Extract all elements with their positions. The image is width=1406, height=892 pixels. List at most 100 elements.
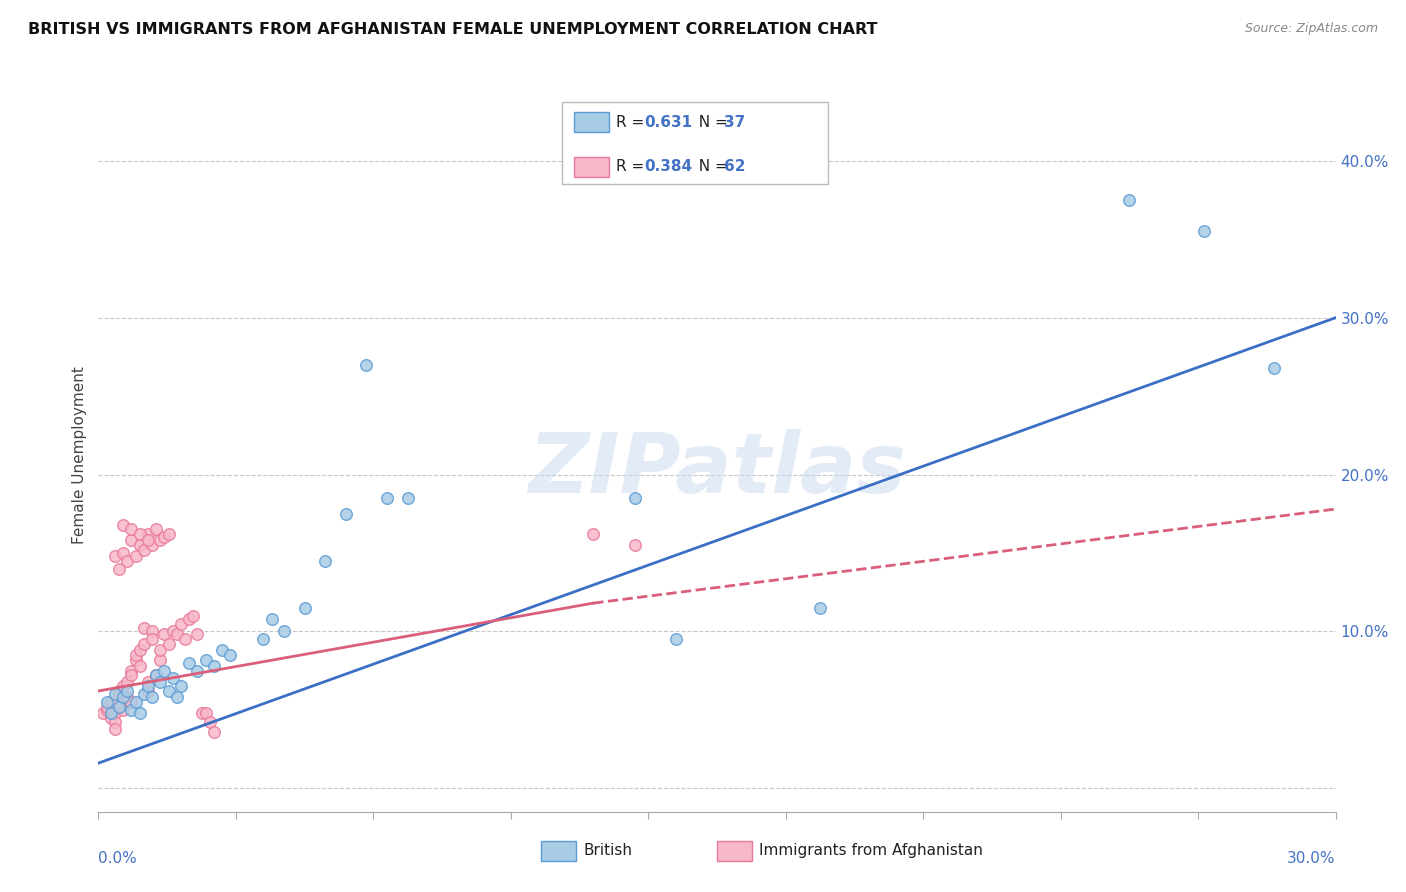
Point: [157, 637, 180, 651]
Point: [314, 554, 336, 568]
Point: [96, 699, 118, 714]
Text: 37: 37: [724, 115, 745, 129]
Point: [157, 684, 180, 698]
Point: [1192, 224, 1215, 238]
Point: [141, 624, 163, 639]
Point: [128, 658, 150, 673]
Point: [104, 722, 127, 736]
Point: [174, 632, 197, 647]
Point: [166, 690, 188, 705]
Point: [260, 612, 283, 626]
Point: [141, 690, 163, 705]
Point: [623, 538, 645, 552]
Point: [108, 684, 131, 698]
Point: [1263, 360, 1285, 375]
Text: N =: N =: [689, 160, 733, 174]
Point: [665, 632, 688, 647]
Point: [1118, 193, 1140, 207]
Text: R =: R =: [616, 160, 650, 174]
Point: [120, 533, 142, 548]
Point: [273, 624, 295, 639]
Point: [170, 679, 193, 693]
Point: [108, 687, 131, 701]
Point: [100, 706, 122, 720]
Point: [100, 711, 122, 725]
Point: [181, 608, 204, 623]
Text: 0.384: 0.384: [644, 160, 692, 174]
Point: [117, 674, 139, 689]
Point: [112, 546, 135, 560]
Point: [120, 664, 142, 678]
Point: [136, 533, 159, 548]
Point: [136, 679, 159, 693]
Point: [198, 715, 221, 730]
Text: 62: 62: [724, 160, 745, 174]
Text: BRITISH VS IMMIGRANTS FROM AFGHANISTAN FEMALE UNEMPLOYMENT CORRELATION CHART: BRITISH VS IMMIGRANTS FROM AFGHANISTAN F…: [28, 22, 877, 37]
Point: [132, 687, 155, 701]
Point: [128, 527, 150, 541]
Point: [132, 621, 155, 635]
Point: [149, 533, 172, 548]
Point: [145, 523, 167, 537]
Point: [120, 695, 142, 709]
Point: [120, 703, 142, 717]
Point: [186, 627, 208, 641]
Point: [194, 652, 217, 666]
Point: [128, 643, 150, 657]
Point: [124, 652, 146, 666]
Text: R =: R =: [616, 115, 650, 129]
Point: [219, 648, 242, 662]
Point: [157, 527, 180, 541]
Point: [335, 507, 357, 521]
Point: [136, 684, 159, 698]
Point: [252, 632, 274, 647]
Point: [112, 703, 135, 717]
Point: [149, 674, 172, 689]
Point: [145, 668, 167, 682]
Point: [149, 643, 172, 657]
Point: [132, 542, 155, 557]
Point: [153, 530, 176, 544]
Point: [190, 706, 212, 720]
Point: [162, 672, 184, 686]
Point: [808, 600, 831, 615]
Text: British: British: [583, 844, 633, 858]
Point: [128, 538, 150, 552]
Point: [100, 695, 122, 709]
Text: Immigrants from Afghanistan: Immigrants from Afghanistan: [759, 844, 983, 858]
Point: [104, 687, 127, 701]
Point: [91, 706, 114, 720]
Point: [186, 664, 208, 678]
Point: [145, 668, 167, 682]
Point: [108, 699, 131, 714]
Point: [153, 627, 176, 641]
Point: [170, 616, 193, 631]
Text: 30.0%: 30.0%: [1288, 851, 1336, 866]
Point: [356, 358, 378, 372]
Point: [136, 674, 159, 689]
Point: [132, 637, 155, 651]
Point: [153, 664, 176, 678]
Point: [104, 715, 127, 730]
Point: [202, 658, 225, 673]
Point: [141, 538, 163, 552]
Point: [120, 523, 142, 537]
Y-axis label: Female Unemployment: Female Unemployment: [72, 366, 87, 544]
Point: [211, 643, 233, 657]
Point: [112, 679, 135, 693]
Point: [202, 724, 225, 739]
Point: [194, 706, 217, 720]
Point: [128, 706, 150, 720]
Point: [108, 561, 131, 575]
Text: Source: ZipAtlas.com: Source: ZipAtlas.com: [1244, 22, 1378, 36]
Point: [112, 517, 135, 532]
Point: [104, 549, 127, 563]
Point: [149, 652, 172, 666]
Point: [124, 549, 146, 563]
Point: [179, 612, 201, 626]
Point: [124, 695, 146, 709]
Point: [582, 527, 605, 541]
Point: [104, 706, 127, 720]
Point: [96, 703, 118, 717]
Point: [396, 491, 419, 505]
